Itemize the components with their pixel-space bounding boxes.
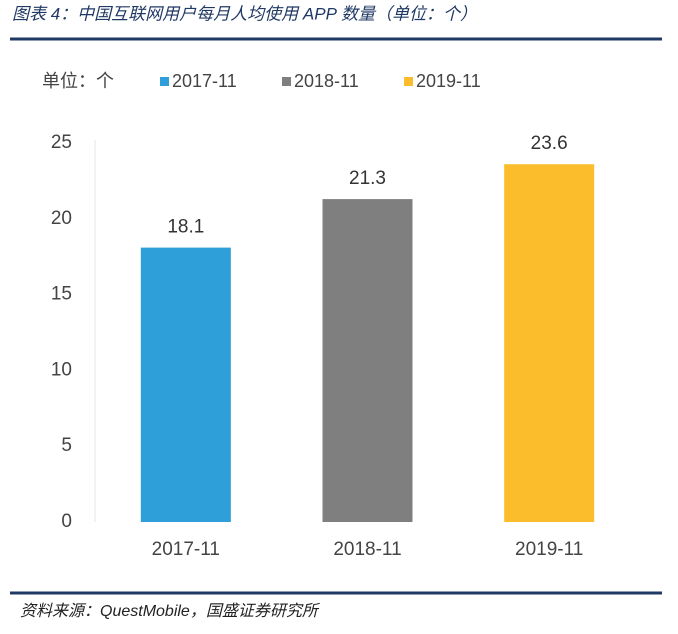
bar [140,247,231,522]
unit-label: 单位：个 [42,71,114,91]
value-label: 18.1 [167,217,204,238]
value-label: 21.3 [349,168,386,189]
y-tick-label: 20 [51,208,72,229]
legend-label: 2017-11 [172,71,237,91]
y-tick-label: 5 [61,435,72,456]
source: 资料来源：QuestMobile，国盛证券研究所 [20,602,321,620]
bar [504,164,595,522]
x-tick-label: 2019-11 [515,539,583,560]
y-tick-label: 15 [51,284,72,305]
legend-swatch [404,77,413,86]
value-label: 23.6 [531,133,568,154]
y-tick-label: 25 [51,132,72,153]
y-tick-label: 0 [61,511,72,532]
x-tick-label: 2018-11 [333,539,401,560]
legend-label: 2019-11 [416,71,481,91]
legend-label: 2018-11 [294,71,359,91]
bar [322,199,413,523]
x-tick-label: 2017-11 [152,539,220,560]
y-tick-label: 10 [51,359,72,380]
legend-swatch [160,77,169,86]
legend-swatch [282,77,291,86]
chart-title: 图表 4：中国互联网用户每月人均使用 APP 数量（单位：个） [12,4,477,23]
